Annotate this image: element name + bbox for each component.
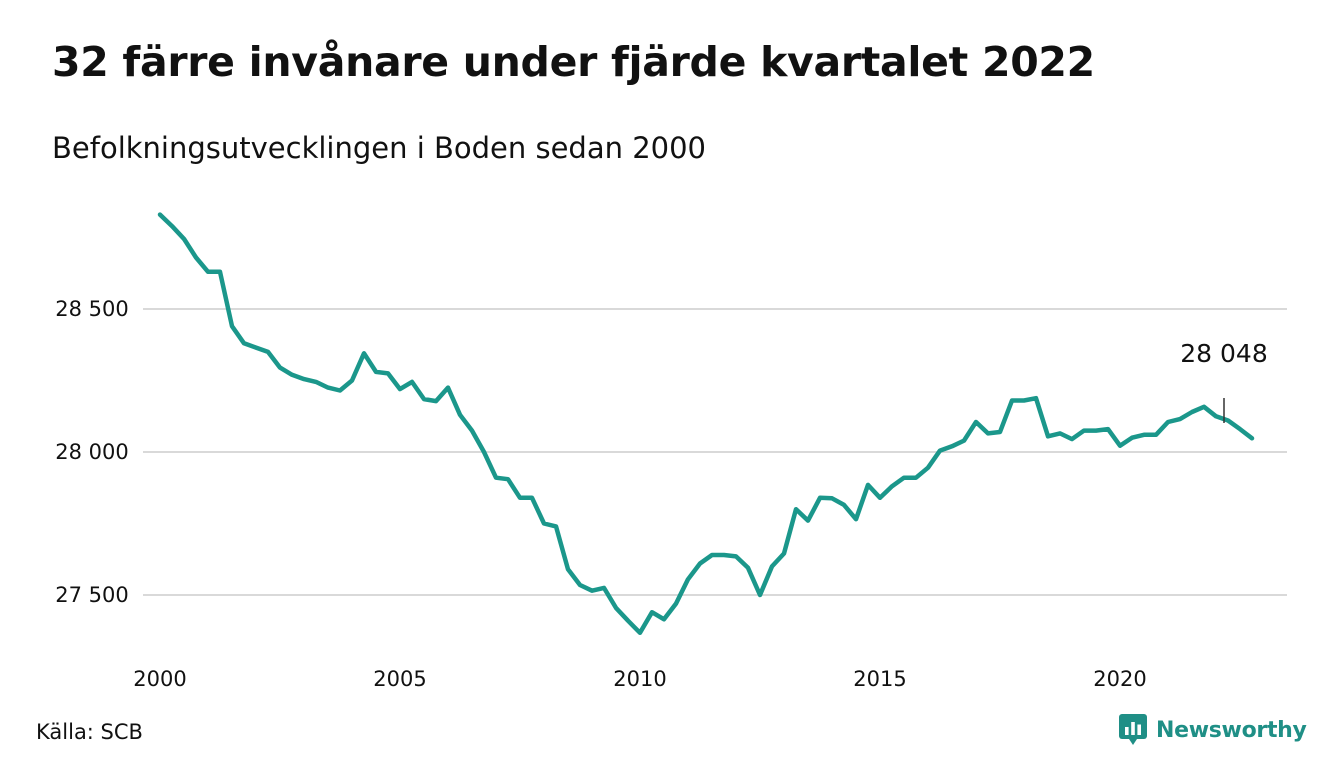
grid-lines [143,308,1287,596]
x-tick-label: 2005 [373,667,426,691]
end-value-label: 28 048 [1180,339,1267,368]
x-tick-label: 2010 [613,667,666,691]
series-line [157,212,1255,636]
series-layer [157,212,1255,636]
x-tick-label: 2015 [853,667,906,691]
chart-title: 32 färre invånare under fjärde kvartalet… [52,38,1095,86]
y-tick-label: 28 500 [55,297,128,321]
y-axis-labels: 27 500 28 000 28 500 [55,297,128,607]
chart-subtitle: Befolkningsutvecklingen i Boden sedan 20… [52,131,707,165]
newsworthy-logo-icon [1119,714,1147,745]
end-annotation: 28 048 [1180,339,1268,423]
x-axis-labels: 2000 2005 2010 2015 2020 [133,667,1146,691]
brand-name: Newsworthy [1156,717,1307,743]
x-tick-label: 2000 [133,667,186,691]
source-note: Källa: SCB [36,720,143,744]
brand-logo: Newsworthy [1118,712,1307,748]
y-tick-label: 28 000 [55,440,128,464]
x-tick-label: 2020 [1093,667,1146,691]
y-tick-label: 27 500 [55,583,128,607]
